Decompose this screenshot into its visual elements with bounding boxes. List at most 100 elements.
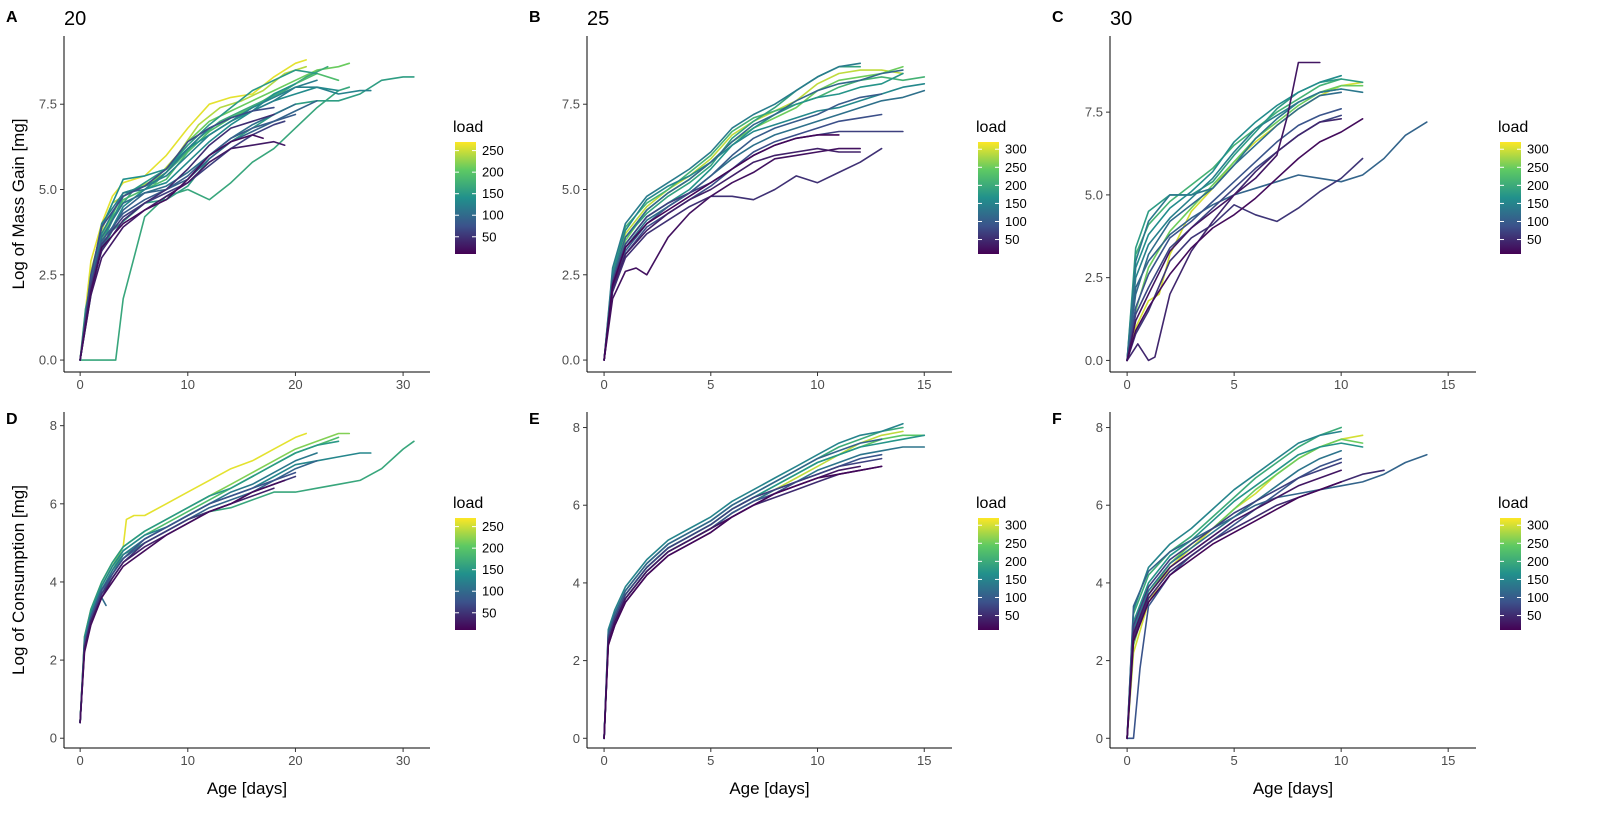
series-line [1126,74,1342,362]
series-line [603,434,926,740]
x-tick-label: 10 [181,753,195,768]
series-line [79,120,286,361]
legend-tick-label: 150 [1005,572,1027,587]
x-tick-label: 5 [707,753,714,768]
series-line [603,457,883,740]
series-group [1126,426,1428,740]
y-tick-label: 6 [50,496,57,511]
series-line [1126,461,1342,740]
legend-colorbar: load 50 100 150 200 250 [453,495,504,630]
x-tick-label: 20 [288,377,302,392]
series-line [1126,442,1364,740]
x-tick-label: 15 [1441,753,1455,768]
series-line [603,134,840,361]
series-line [1126,81,1364,362]
series-line [79,106,275,361]
x-tick-label: 10 [810,377,824,392]
legend-tick-label: 100 [1527,590,1549,605]
y-tick-label: 7.5 [39,97,57,112]
legend-gradient-bar [978,518,999,630]
y-tick-label: 2 [573,653,580,668]
x-tick-label: 10 [1334,377,1348,392]
series-line [79,79,318,361]
x-tick-label: 30 [396,753,410,768]
legend-tick-label: 200 [1527,178,1549,193]
legend-gradient-bar [1500,142,1521,254]
series-line [1126,91,1342,362]
panel-letter: F [1052,411,1062,428]
series-line [603,434,926,740]
legend-tick-label: 300 [1005,142,1027,157]
series-line [79,59,308,361]
y-axis-title: Log of Consumption [mg] [9,485,28,675]
series-line [79,440,340,724]
legend-title: load [453,495,483,512]
y-tick-label: 7.5 [1085,105,1103,120]
y-axis-title: Log of Mass Gain [mg] [9,118,28,289]
y-tick-label: 4 [1096,575,1103,590]
legend-tick-label: 300 [1527,518,1549,533]
series-line [1126,469,1342,740]
x-tick-label: 15 [1441,377,1455,392]
series-group [79,432,415,724]
y-tick-label: 8 [573,420,580,435]
y-tick-label: 2.5 [562,267,580,282]
legend-colorbar: load 50 100 150 200 250 300 [1498,495,1549,630]
legend-tick-label: 50 [1527,608,1541,623]
legend-tick-label: 150 [1005,196,1027,211]
series-line [1126,84,1364,362]
y-tick-label: 2 [1096,653,1103,668]
x-tick-label: 10 [1334,753,1348,768]
series-line [603,147,862,361]
legend-title: load [1498,119,1528,136]
legend-tick-label: 100 [1527,214,1549,229]
series-line [79,475,297,724]
x-tick-label: 5 [1231,377,1238,392]
series-line [79,471,297,724]
series-line [603,465,883,740]
legend-title: load [976,495,1006,512]
legend-tick-label: 150 [1527,196,1549,211]
y-tick-label: 6 [1096,498,1103,513]
series-line [603,130,904,361]
legend-tick-label: 200 [1005,178,1027,193]
series-line [79,134,264,361]
x-axis-title: Age [days] [729,779,809,798]
x-axis-title: Age [days] [1253,779,1333,798]
legend-colorbar: load 50 100 150 200 250 300 [976,119,1027,254]
series-line [603,147,862,361]
panel-letter: B [529,9,541,26]
y-tick-label: 0 [573,731,580,746]
x-tick-label: 0 [1124,377,1131,392]
panel-title: 30 [1110,8,1132,30]
series-line [1126,118,1342,362]
y-tick-label: 4 [573,575,580,590]
series-line [1126,108,1342,362]
panel-c: C 300 5 10 150.02.55.07.5load501001502002503… [1052,8,1549,392]
legend-tick-label: 100 [1005,590,1027,605]
legend-tick-label: 150 [482,562,504,577]
panel-letter: A [6,9,18,26]
legend-tick-label: 200 [482,541,504,556]
panel-title: 20 [64,8,86,30]
series-line [603,93,883,361]
series-line [603,422,904,740]
series-line [603,62,862,361]
legend-tick-label: 200 [1005,554,1027,569]
y-tick-label: 0.0 [39,353,57,368]
legend-tick-label: 250 [482,519,504,534]
legend-gradient-bar [978,142,999,254]
x-tick-label: 30 [396,377,410,392]
series-line [79,479,286,724]
legend-gradient-bar [455,518,476,630]
x-tick-label: 20 [288,753,302,768]
y-tick-label: 0.0 [562,353,580,368]
series-line [1126,61,1321,362]
series-line [603,430,904,740]
legend-title: load [1498,495,1528,512]
legend-tick-label: 250 [482,143,504,158]
legend-tick-label: 100 [1005,214,1027,229]
